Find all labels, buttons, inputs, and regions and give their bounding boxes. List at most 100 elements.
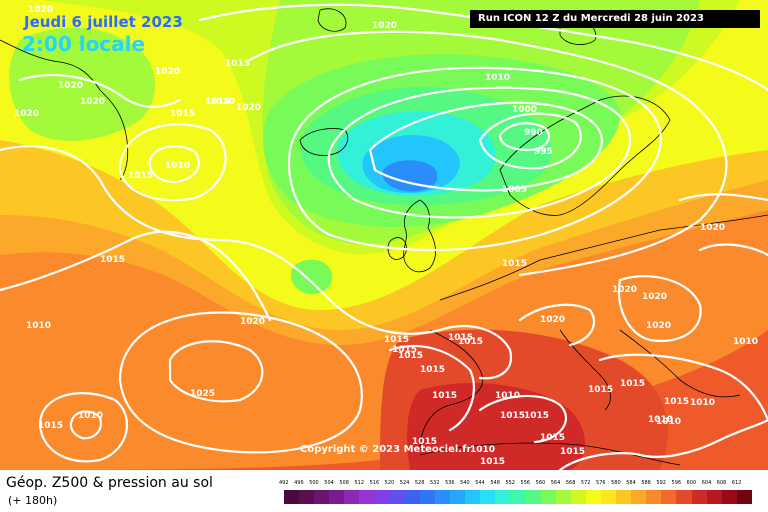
isobar-label: 1015 [392, 345, 417, 355]
scale-swatch [616, 490, 632, 504]
scale-value: 520 [384, 480, 395, 486]
scale-swatch [540, 490, 556, 504]
isobar-label: 1015 [412, 437, 437, 447]
forecast-lead-time: (+ 180h) [8, 494, 58, 507]
scale-value: 576 [596, 480, 606, 486]
scale-value: 604 [701, 480, 712, 486]
scale-swatch [299, 490, 315, 504]
isobar-low-990 [498, 122, 551, 152]
isobar-label: 1015 [432, 391, 457, 401]
scale-swatch [736, 490, 752, 504]
scale-value: 596 [671, 480, 682, 486]
isobar-label: 1010 [656, 417, 681, 427]
scale-swatch [646, 490, 662, 504]
isobar-1010 [288, 66, 662, 252]
scale-value: 612 [731, 480, 742, 486]
scale-swatch [450, 490, 466, 504]
isobar-label: 1015 [100, 255, 125, 265]
isobar-label: 1010 [648, 415, 673, 425]
isobar-label: 1020 [700, 223, 725, 233]
isobar-label: 1010 [470, 445, 495, 455]
scale-swatch [480, 490, 496, 504]
coast-ireland [387, 237, 407, 260]
forecast-time: 2:00 locale [22, 32, 146, 56]
geopotential-field [0, 0, 768, 470]
scale-value: 512 [354, 480, 365, 486]
isobar-label: 1010 [78, 411, 103, 421]
scale-value: 516 [369, 480, 380, 486]
scale-swatch [419, 490, 435, 504]
isobar-label: 1010 [495, 391, 520, 401]
scale-value: 600 [686, 480, 697, 486]
color-scale-bar [284, 490, 752, 504]
isobar-label: 1020 [240, 317, 265, 327]
isobar-label: 1010 [733, 337, 758, 347]
isobar-1015-north [248, 30, 728, 277]
isobar-east-1020 [617, 275, 702, 343]
isobar-azores-1025 [168, 340, 264, 403]
isobar-label: 1020 [642, 292, 667, 302]
isobar-label: 1015 [205, 97, 230, 107]
scale-swatch [555, 490, 571, 504]
scale-swatch [434, 490, 451, 504]
scale-value: 528 [414, 480, 425, 486]
scale-swatch [314, 490, 330, 504]
isobar-azores-1020 [118, 311, 363, 454]
isobar-east-1015 [598, 353, 768, 422]
isobar-label: 1020 [155, 67, 180, 77]
scale-swatch [570, 490, 586, 504]
scale-swatch [374, 490, 390, 504]
isobar-atlantic-1015 [0, 230, 272, 322]
isobar-label: 1010 [485, 73, 510, 83]
scale-value: 532 [429, 480, 440, 486]
color-scale-labels: 492 496 500 504 508 512 516 520 524 528 532 536 540 5… [279, 480, 752, 490]
scale-value: 568 [565, 480, 576, 486]
scale-value: 492 [279, 480, 289, 486]
scale-swatch [631, 490, 647, 504]
isobar-atlantic-1020 [0, 145, 442, 335]
isobar-label: 1015 [540, 433, 565, 443]
isobar-label: 1005 [502, 185, 527, 195]
isobar-label: 1015 [384, 335, 409, 345]
isobars [0, 3, 768, 470]
coast-iceland [299, 128, 349, 156]
isobar-greenland-1020 [18, 73, 182, 109]
isobar-label: 1020 [236, 103, 261, 113]
isobar-label: 1015 [38, 421, 63, 431]
isobar-label: 1015 [502, 259, 527, 269]
scale-swatch [495, 490, 511, 504]
isobar-label: 1015 [588, 385, 613, 395]
isobar-label: 1015 [128, 171, 153, 181]
isobar-east-north-1020 [678, 193, 768, 257]
isobar-label: 1015 [170, 109, 195, 119]
isobar-label: 1015 [225, 59, 250, 69]
isobar-1000 [368, 101, 603, 192]
isobar-label: 1015 [500, 411, 525, 421]
isobar-label: 1025 [190, 389, 215, 399]
scale-swatch [721, 490, 737, 504]
scale-value: 580 [611, 480, 621, 486]
isobar-iberia [388, 345, 475, 432]
scale-swatch [510, 490, 526, 504]
isobar-label: 1015 [560, 447, 585, 457]
scale-value: 524 [399, 480, 410, 486]
coastlines [0, 8, 768, 466]
isobar-label: 1015 [448, 333, 473, 343]
isobar-label: 1010 [165, 161, 190, 171]
coast-north-africa [419, 442, 681, 466]
scale-swatch [284, 490, 300, 504]
isobar-label: 1015 [398, 351, 423, 361]
isobar-med-1015 [478, 394, 567, 444]
isobar-label: 1020 [28, 5, 53, 15]
map-canvas: 1020102010201015102010201020102010151015… [0, 0, 768, 470]
isobar-label: 1020 [80, 97, 105, 107]
scale-value: 536 [445, 480, 455, 486]
isobar-west-1015 [118, 123, 227, 202]
scale-value: 508 [339, 480, 349, 486]
field-blue [382, 160, 438, 192]
scale-value: 504 [324, 480, 334, 486]
scale-value: 540 [460, 480, 470, 486]
isobar-1005 [327, 86, 632, 219]
scale-value: 544 [475, 480, 485, 486]
